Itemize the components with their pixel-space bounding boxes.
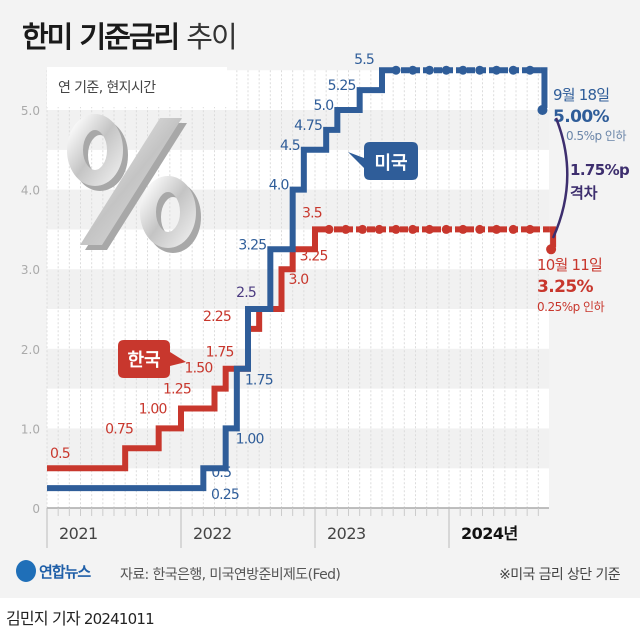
gap-bracket xyxy=(551,117,569,239)
us-value-label: 3.25 xyxy=(238,237,266,253)
us-end-change: 0.5%p 인하 xyxy=(566,129,626,143)
meeting-dot xyxy=(441,224,451,234)
publish-date: 20241011 xyxy=(83,610,155,628)
us-value-label: 0.5 xyxy=(211,465,231,481)
grid-band xyxy=(47,110,549,150)
y-tick-label: 5.0 xyxy=(21,104,40,118)
meeting-dot xyxy=(341,224,351,234)
basis-note: ※미국 금리 상단 기준 xyxy=(499,567,621,583)
yonhap-logo: 연합뉴스 xyxy=(16,560,91,582)
us-end-value: 5.00% xyxy=(553,107,610,127)
kr-value-label: 1.75 xyxy=(206,345,234,361)
percent-graphic-ring-bottom xyxy=(140,176,196,248)
kr-value-label: 0.75 xyxy=(105,421,133,437)
meeting-dot xyxy=(391,65,401,75)
kr-end-value: 3.25% xyxy=(537,277,594,297)
gap-value: 1.75%p xyxy=(570,161,630,179)
us-callout-label: 미국 xyxy=(374,153,407,174)
kr-value-label: 0.5 xyxy=(50,446,70,462)
kr-callout-label: 한국 xyxy=(127,350,160,371)
us-value-label: 0.25 xyxy=(211,487,239,503)
us-value-label: 5.5 xyxy=(354,52,374,68)
series-drop-kr xyxy=(549,226,557,248)
x-tick-label: 2021 xyxy=(59,524,98,543)
meeting-dot xyxy=(374,224,384,234)
us-value-label: 5.0 xyxy=(313,98,333,114)
meeting-dot xyxy=(441,65,451,75)
series-line-us xyxy=(47,67,390,492)
grid-band xyxy=(47,388,549,429)
y-tick-label: 1.0 xyxy=(21,422,40,436)
kr-value-label: 2.25 xyxy=(203,309,231,325)
us-value-label: 4.75 xyxy=(294,118,322,134)
meeting-dot xyxy=(508,65,518,75)
meeting-dot xyxy=(475,65,485,75)
us-value-label: 1.00 xyxy=(236,431,264,447)
note-box xyxy=(47,67,227,107)
author: 김민지 기자 xyxy=(6,609,81,628)
basis-label: 연 기준, 현지시간 xyxy=(58,80,156,96)
gap-label: 격차 xyxy=(570,184,598,202)
shared-value-label: 2.5 xyxy=(236,285,256,301)
meeting-dot xyxy=(475,224,485,234)
meeting-dot xyxy=(408,224,418,234)
meeting-dot xyxy=(525,65,535,75)
kr-value-label: 3.25 xyxy=(300,248,328,264)
us-callout xyxy=(348,142,418,180)
y-tick-label: 4.0 xyxy=(21,184,40,198)
y-tick-label: 0 xyxy=(32,502,40,516)
y-tick-label: 2.0 xyxy=(21,343,40,357)
meeting-dot xyxy=(508,224,518,234)
meeting-dot xyxy=(324,224,334,234)
kr-end-date: 10월 11일 xyxy=(537,256,602,274)
kr-value-label: 1.50 xyxy=(185,361,213,377)
end-point xyxy=(537,105,548,115)
end-point xyxy=(546,244,557,255)
logo-icon xyxy=(16,560,36,582)
meeting-dot xyxy=(492,224,501,234)
us-value-label: 1.75 xyxy=(245,373,273,389)
meeting-dot xyxy=(492,65,501,75)
percent-graphic-ring-top xyxy=(67,114,123,186)
series-drop-us xyxy=(540,67,548,108)
us-end-date: 9월 18일 xyxy=(553,86,609,104)
meeting-dot xyxy=(525,224,535,234)
kr-value-label: 3.0 xyxy=(289,272,309,288)
meeting-dot xyxy=(458,65,468,75)
source-note: 자료: 한국은행, 미국연방준비제도(Fed) xyxy=(120,567,341,583)
kr-value-label: 1.00 xyxy=(139,401,167,417)
rate-chart: 연 기준, 현지시간 0 1.0 2.0 3.0 4.0 5.0 2021 2022 2023 20… xyxy=(21,52,631,548)
kr-end-change: 0.25%p 인하 xyxy=(537,300,605,314)
us-value-label: 4.0 xyxy=(269,178,289,194)
us-value-label: 4.5 xyxy=(280,138,300,154)
kr-value-label: 3.5 xyxy=(302,205,322,221)
x-tick-label: 2024년 xyxy=(461,524,518,543)
kr-callout xyxy=(118,340,186,378)
y-tick-label: 3.0 xyxy=(21,263,40,277)
percent-graphic-slash xyxy=(80,118,182,245)
grid-band xyxy=(47,269,549,309)
meeting-dot xyxy=(358,224,367,234)
kr-value-label: 1.25 xyxy=(163,382,191,398)
x-tick-label: 2022 xyxy=(193,524,232,543)
meeting-dot xyxy=(458,224,468,234)
meeting-dot xyxy=(425,224,434,234)
meeting-dot xyxy=(391,224,401,234)
x-tick-label: 2023 xyxy=(327,524,366,543)
byline: 김민지 기자 20241011 xyxy=(6,605,155,629)
title-bold: 한미 기준금리 xyxy=(22,20,180,54)
logo-text: 연합뉴스 xyxy=(39,562,91,581)
us-value-label: 5.25 xyxy=(328,78,356,94)
page-title: 한미 기준금리 추이 xyxy=(22,14,238,56)
meeting-dot xyxy=(408,65,418,75)
title-light: 추이 xyxy=(186,20,237,54)
meeting-dot xyxy=(425,65,434,75)
